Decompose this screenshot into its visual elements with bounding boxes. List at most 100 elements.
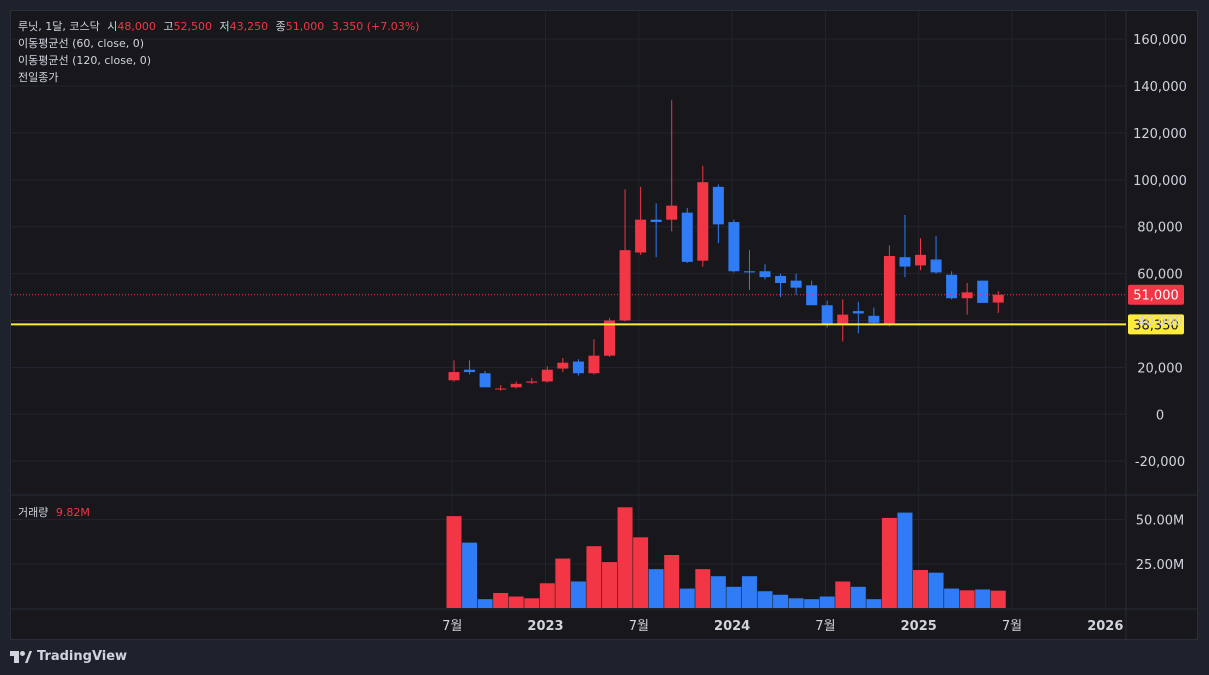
time-tick-label: 7월 [442,619,462,634]
volume-bar [570,581,586,608]
last-price-label: 51,000 [1133,289,1179,304]
volume-bar [648,569,664,608]
volume-legend: 거래량 9.82M [18,504,90,521]
price-tick-label: 20,000 [1137,361,1183,376]
tradingview-brand[interactable]: TradingView [10,649,127,664]
price-tick-label: 60,000 [1137,268,1183,283]
volume-bar [508,596,524,608]
open-value: 48,000 [117,20,156,33]
grid [11,11,1197,639]
candle-body [526,381,538,383]
indicator-prev-close[interactable]: 전일종가 [18,71,59,84]
price-tick-label: 80,000 [1137,221,1183,236]
volume-tick-label: 50.00M [1136,514,1184,529]
time-tick-label: 2023 [527,619,563,634]
candle-body [495,388,507,390]
candle-body [650,219,662,223]
symbol-title: 루닛, 1달, 코스닥 [18,20,100,33]
volume-bar [695,569,711,608]
candle-body [557,362,569,369]
volume-bar [944,588,960,608]
candle-body [635,219,647,253]
candle-body [604,320,615,356]
brand-name: TradingView [37,649,128,664]
volume-value: 9.82M [55,506,90,519]
candle-body [728,222,740,272]
volume-bar [850,586,866,608]
close-label: 종 [275,20,286,33]
price-tick-label: 40,000 [1137,314,1183,329]
candle-body [759,271,771,278]
price-tick-label: 140,000 [1133,80,1187,95]
volume-bar [477,599,493,608]
candle-body [743,271,755,273]
ohlc-row: 루닛, 1달, 코스닥 시48,000 고52,500 저43,250 종51,… [18,18,419,35]
candles [448,100,1004,391]
price-tick-label: 160,000 [1133,33,1187,48]
volume-bar [757,591,773,608]
change-value: 3,350 (+7.03%) [331,20,420,33]
volume-bar [959,590,975,608]
candle-body [992,294,1004,303]
axes: -20,000 0 20,000 40,000 60,000 80,000 100,000 1… [442,33,1187,634]
time-tick-label: 7월 [629,619,649,634]
candle-body [510,383,522,388]
volume-bar [866,599,882,608]
candle-body [681,212,693,262]
low-label: 저 [219,20,230,33]
volume-bar [726,586,742,608]
candle-body [977,280,989,303]
candle-body [541,369,553,382]
close-value: 51,000 [285,20,325,33]
price-legend: 루닛, 1달, 코스닥 시48,000 고52,500 저43,250 종51,… [18,18,419,86]
candle-body [464,369,476,373]
candle-body [868,315,880,323]
volume-bar [928,572,944,608]
candle-body [837,314,849,325]
volume-bar [990,590,1006,608]
volume-bar [617,507,633,608]
price-tick-label: 0 [1156,408,1164,423]
volume-bar [524,598,540,608]
indicator-ma120[interactable]: 이동평균선 (120, close, 0) [18,54,151,67]
volume-bars [446,507,1006,608]
volume-bar [804,599,820,608]
candle-body [775,275,787,283]
price-tick-label: 120,000 [1133,127,1187,142]
time-tick-label: 2024 [714,619,750,634]
volume-bar [679,588,695,608]
prev-close-badge [1128,314,1184,335]
candle-body [588,355,600,374]
volume-bar [602,562,617,608]
candle-body [821,305,833,325]
candle-body [666,205,678,220]
candle-body [619,250,631,321]
candle-body [961,292,973,299]
candle-body [806,285,818,306]
volume-bar [881,517,897,608]
volume-bar [788,598,804,608]
volume-bar [462,542,478,608]
indicator-ma60[interactable]: 이동평균선 (60, close, 0) [18,37,144,50]
volume-bar [819,596,835,608]
volume-bar [555,558,571,608]
time-tick-label: 2026 [1087,619,1123,634]
volume-tick-label: 25.00M [1136,558,1184,573]
volume-bar [773,594,789,608]
candle-body [572,361,584,374]
volume-bar [741,576,757,608]
candle-body [852,311,864,314]
candle-body [915,254,926,266]
last-price-badge [1128,284,1184,305]
tradingview-logo-icon [10,650,32,663]
high-label: 고 [163,20,174,33]
volume-bar [493,592,509,608]
time-tick-label: 2025 [901,619,937,634]
volume-bar [664,555,680,608]
high-value: 52,500 [173,20,212,33]
volume-bar [913,570,928,608]
candle-body [712,186,724,225]
volume-bar [446,516,462,608]
price-lines: 51,000 38,350 [11,284,1184,335]
